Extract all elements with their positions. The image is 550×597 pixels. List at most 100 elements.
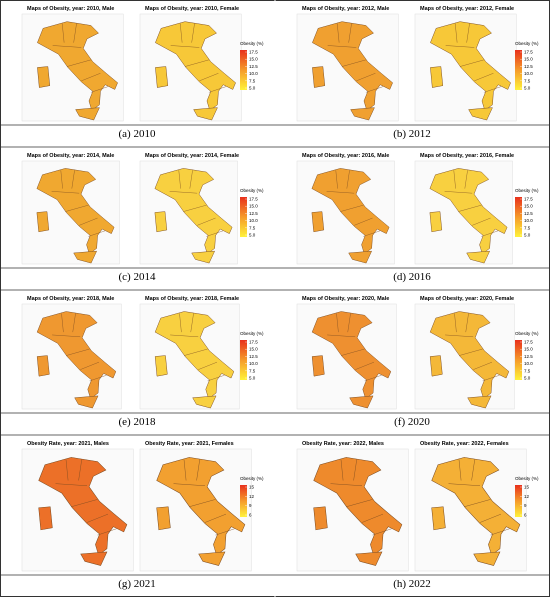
region: [193, 107, 218, 121]
legend-label: 6: [524, 513, 527, 518]
legend-title: Obesity (%): [515, 188, 539, 193]
map-title: Maps of Obesity, year: 2018, Female: [145, 296, 239, 302]
region-border: [445, 23, 502, 93]
map-title: Maps of Obesity, year: 2010, Female: [145, 6, 239, 12]
region: [429, 355, 443, 377]
map-title: Maps of Obesity, year: 2014, Male: [27, 153, 114, 159]
legend-title: Obesity (%): [515, 41, 539, 46]
legend-label: 7.5: [249, 368, 256, 373]
map-title: Maps of Obesity, year: 2010, Male: [27, 6, 114, 12]
caption-year: 2020: [408, 416, 431, 428]
panel: Maps of Obesity, year: 2020, Male Maps of…: [296, 296, 539, 428]
legend-label: 7.5: [249, 78, 256, 83]
region: [154, 355, 168, 377]
panel: Obesity Rate, year: 2021, Males Obesity R…: [21, 441, 264, 590]
legend-label: 5.0: [524, 86, 531, 91]
legend-label: 9: [249, 503, 252, 508]
panel: Maps of Obesity, year: 2012, Male Maps of…: [296, 6, 539, 140]
legend-label: 7.5: [524, 78, 531, 83]
legend-label: 12.5: [524, 211, 533, 216]
legend-label: 5.0: [249, 86, 256, 91]
region: [430, 21, 511, 111]
region: [36, 355, 50, 377]
region-border: [170, 313, 225, 382]
map: [154, 311, 235, 409]
legend-title: Obesity (%): [515, 331, 539, 336]
region: [350, 107, 375, 121]
map: [313, 457, 403, 566]
region-border: [444, 170, 498, 237]
map-title: Maps of Obesity, year: 2012, Male: [302, 6, 389, 12]
map: [429, 168, 508, 264]
region: [38, 457, 128, 556]
map: [431, 457, 521, 566]
map: [36, 168, 115, 264]
caption: (b) 2012: [393, 128, 431, 140]
caption-tag: (a): [119, 128, 132, 140]
caption-year: 2022: [409, 578, 431, 590]
map-title: Obesity Rate, year: 2022, Males: [302, 441, 384, 447]
legend-label: 12: [524, 494, 530, 499]
panel: Maps of Obesity, year: 2016, Male Maps of…: [296, 153, 539, 283]
caption-tag: (d): [393, 271, 406, 283]
legend-bar: [515, 340, 522, 380]
region: [348, 250, 373, 264]
region-border: [173, 459, 235, 536]
map-title: Maps of Obesity, year: 2020, Female: [420, 296, 514, 302]
caption-tag: (h): [393, 578, 406, 590]
legend-label: 10.0: [249, 361, 258, 366]
legend-bar: [515, 50, 522, 90]
legend-title: Obesity (%): [240, 476, 264, 481]
region: [431, 506, 446, 531]
legend-label: 12.5: [524, 64, 533, 69]
legend-label: 12.5: [249, 64, 258, 69]
panel: Maps of Obesity, year: 2010, Male Maps of…: [21, 6, 264, 140]
region-border: [51, 170, 105, 237]
caption: (d) 2016: [393, 271, 431, 283]
legend-label: 17.5: [249, 340, 258, 345]
caption: (a) 2010: [119, 128, 156, 140]
region: [467, 395, 492, 409]
legend-label: 10.0: [249, 71, 258, 76]
map-title: Maps of Obesity, year: 2020, Male: [302, 296, 389, 302]
map-title: Maps of Obesity, year: 2018, Male: [27, 296, 114, 302]
caption-year: 2016: [409, 271, 432, 283]
panel: Maps of Obesity, year: 2018, Male Maps of…: [21, 296, 264, 428]
region: [74, 395, 99, 409]
legend-label: 17.5: [524, 50, 533, 55]
legend-label: 7.5: [249, 225, 256, 230]
map: [156, 457, 246, 566]
legend-label: 5.0: [249, 376, 256, 381]
map: [311, 168, 390, 264]
region: [37, 21, 118, 111]
caption-tag: (b): [393, 128, 406, 140]
map-title: Maps of Obesity, year: 2014, Female: [145, 153, 239, 159]
region-border: [169, 170, 223, 237]
map: [155, 21, 236, 121]
legend-title: Obesity (%): [240, 188, 264, 193]
caption-year: 2010: [133, 128, 156, 140]
legend-bar: [515, 485, 522, 517]
region: [312, 21, 393, 111]
legend-label: 10.0: [249, 218, 258, 223]
caption-year: 2018: [133, 416, 156, 428]
legend-label: 15.0: [524, 347, 533, 352]
region: [37, 66, 51, 88]
caption: (c) 2014: [119, 271, 156, 283]
caption-year: 2021: [134, 578, 156, 590]
legend-label: 5.0: [524, 376, 531, 381]
legend-title: Obesity (%): [240, 331, 264, 336]
region-border: [327, 313, 382, 382]
region: [313, 506, 328, 531]
legend-label: 10.0: [524, 218, 533, 223]
legend-label: 17.5: [524, 340, 533, 345]
legend-label: 15: [249, 485, 255, 490]
legend-label: 15.0: [524, 57, 533, 62]
region: [311, 311, 392, 400]
region: [312, 66, 326, 88]
region-border: [330, 459, 392, 536]
caption-tag: (f): [394, 416, 405, 428]
caption: (g) 2021: [118, 578, 156, 590]
region: [429, 311, 510, 400]
